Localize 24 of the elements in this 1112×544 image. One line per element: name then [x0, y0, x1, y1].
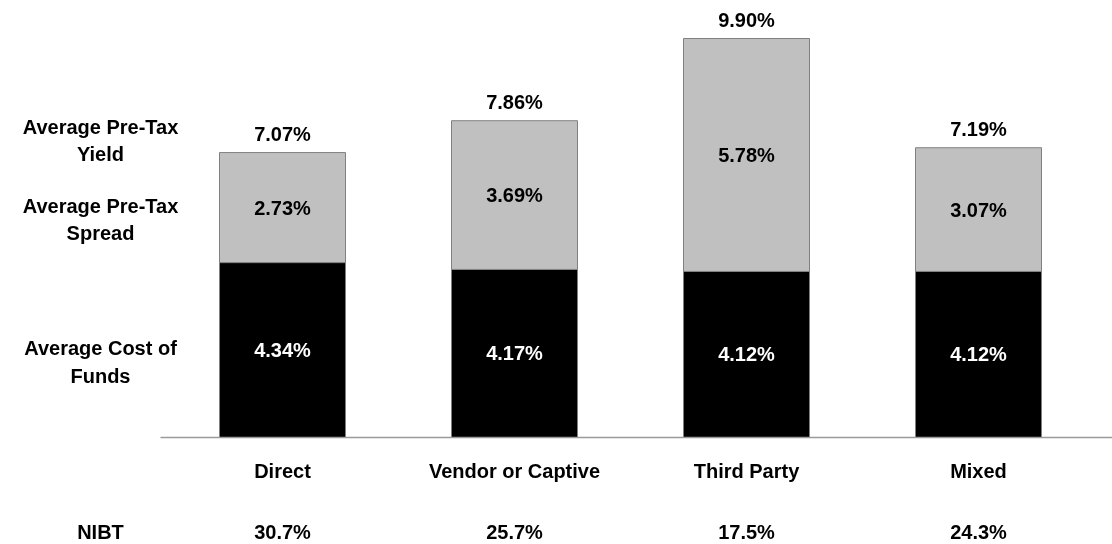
total-label: 7.86%: [486, 90, 544, 113]
total-label: 7.19%: [950, 117, 1008, 140]
data-label: 5.78%: [718, 143, 776, 166]
data-label: 4.12%: [718, 343, 776, 366]
data-label: 3.07%: [950, 198, 1008, 221]
text: 17.5%: [718, 520, 776, 543]
data-label: 3.69%: [486, 184, 544, 207]
data-label: 2.73%: [254, 196, 312, 219]
x-tick-label: Mixed: [950, 459, 1007, 482]
data-label: 4.34%: [254, 339, 312, 362]
x-tick-label: Vendor or Captive: [428, 459, 601, 482]
text: 30.7%: [254, 520, 312, 543]
total-label: 7.07%: [254, 122, 312, 145]
total-label: 9.90%: [718, 8, 776, 31]
data-label: 4.17%: [486, 342, 544, 365]
annotation: Average Pre-Tax Yield: [22, 115, 179, 166]
data-label: 4.12%: [950, 343, 1008, 366]
x-tick-label: Third Party: [693, 459, 801, 482]
text: 24.3%: [950, 520, 1008, 543]
text: Average Cost of Funds: [24, 337, 178, 387]
x-tick-label: Direct: [254, 459, 312, 482]
text: 25.7%: [486, 520, 544, 543]
text: NIBT: [77, 520, 124, 543]
text: Average Pre-Tax Spread: [22, 194, 179, 245]
